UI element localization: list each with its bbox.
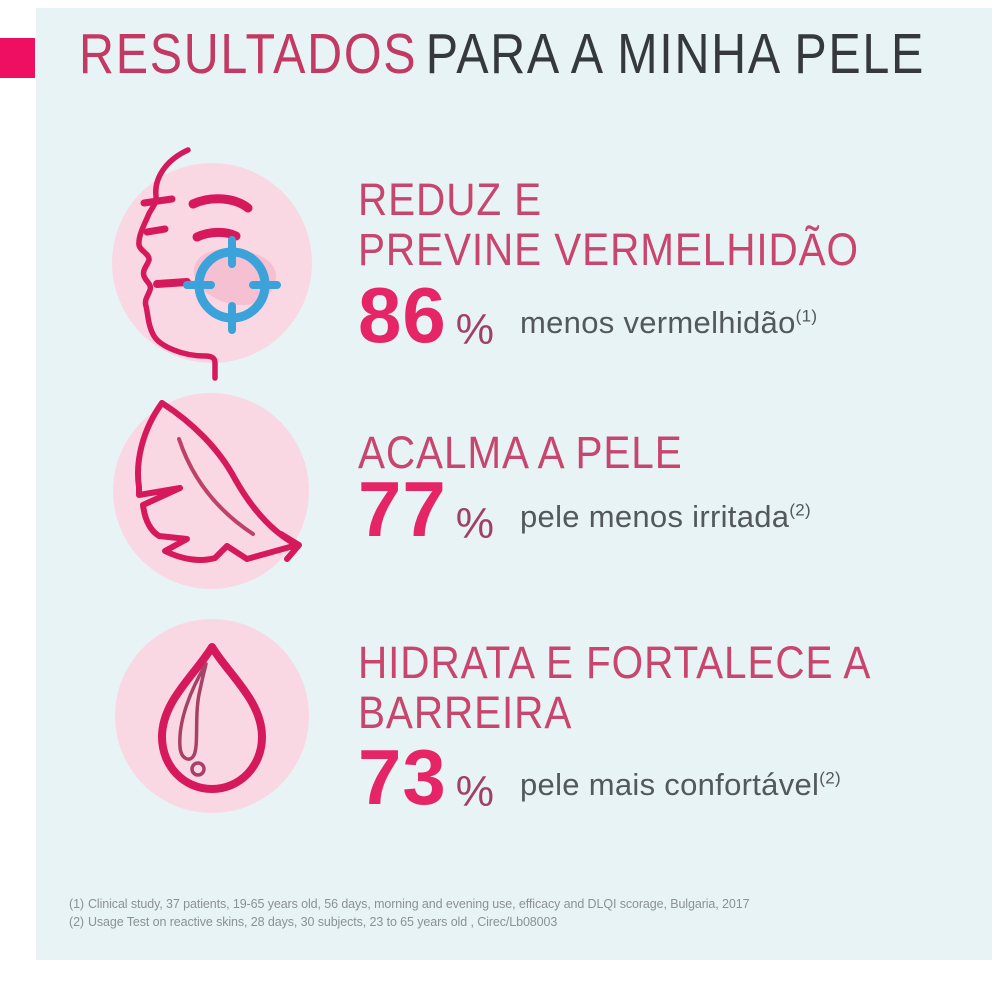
water-drop-icon [105,609,319,823]
footnote-text: Usage Test on reactive skins, 28 days, 3… [87,915,558,929]
stat-description: pele mais confortável(2) [520,767,841,803]
stat-value: 73 [358,733,447,821]
title-accent: RESULTADOS [79,22,418,86]
stat-row: 77 % pele menos irritada(2) [358,470,811,548]
section-heading: BARREIRA [358,687,573,738]
feather-icon [103,383,319,599]
footnote-ref: (2) [789,500,812,520]
section-heading: ACALMA A PELE [358,427,683,478]
percent-sign: % [455,768,494,816]
percent-sign: % [455,500,494,548]
section-heading: REDUZ E [358,174,543,225]
stat-row: 86 % menos vermelhidão(1) [358,276,817,354]
description-text: menos vermelhidão [520,305,796,340]
footnote-marker: (1) [69,897,84,911]
section-heading: HIDRATA E FORTALECE A [358,637,872,688]
brand-accent-square [0,38,35,78]
stat-description: pele menos irritada(2) [520,499,811,535]
footnote-line: (1) Clinical study, 37 patients, 19-65 ye… [69,895,750,913]
feather-drawing [135,400,302,563]
footnote-line: (2) Usage Test on reactive skins, 28 days… [69,913,749,931]
footnote-ref: (2) [819,768,841,788]
stat-row: 73 % pele mais confortável(2) [358,738,841,816]
face-redness-target-icon [102,146,322,381]
footnotes: (1) Clinical study, 37 patients, 19-65 ye… [69,895,750,931]
stat-description: menos vermelhidão(1) [520,305,817,341]
section-heading: PREVINE VERMELHIDÃO [358,224,859,275]
page-title: RESULTADOS PARA A MINHA PELE [79,25,925,83]
stat-value: 77 [358,465,447,553]
description-text: pele mais confortável [520,767,820,802]
stat-value: 86 [358,271,447,359]
footnote-marker: (2) [69,915,84,929]
percent-sign: % [455,306,494,354]
footnote-text: Clinical study, 37 patients, 19-65 years… [87,897,750,911]
water-drop-drawing [158,643,266,793]
description-text: pele menos irritada [520,499,790,534]
title-rest: PARA A MINHA PELE [425,22,926,86]
face-profile-drawing [136,147,281,381]
footnote-ref: (1) [795,306,818,326]
